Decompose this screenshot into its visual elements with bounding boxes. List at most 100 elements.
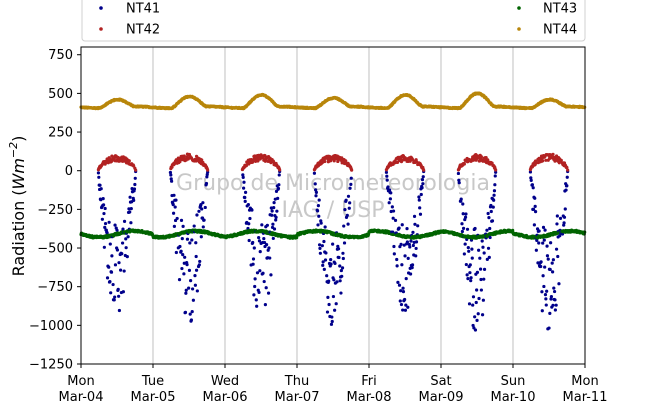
nt41-point: [349, 182, 353, 186]
nt41-point: [274, 218, 278, 222]
x-tick-label-date: Mar-09: [419, 390, 464, 405]
nt41-point: [314, 188, 318, 192]
x-tick-label-day: Sun: [501, 374, 526, 389]
nt41-point: [199, 203, 203, 207]
nt41-point: [190, 238, 194, 242]
nt42-point: [127, 159, 131, 163]
nt41-point: [124, 237, 128, 241]
nt41-point: [480, 239, 484, 243]
nt41-point: [552, 286, 556, 290]
nt41-point: [124, 246, 128, 250]
watermark-line-2: IAG / USP: [282, 198, 385, 223]
legend-label-nt44: NT44: [543, 23, 577, 38]
nt41-point: [336, 244, 340, 248]
nt41-point: [467, 302, 472, 306]
nt41-point: [257, 290, 261, 295]
watermark-line-1: Grupo de Micrometeorologia: [176, 171, 490, 196]
nt41-point: [241, 175, 245, 179]
nt41-point: [325, 310, 330, 314]
nt41-point: [492, 198, 496, 202]
nt41-point: [478, 256, 482, 260]
nt41-point: [178, 244, 182, 249]
nt41-point: [544, 297, 548, 301]
nt41-point: [466, 246, 470, 250]
nt41-point: [399, 289, 403, 293]
nt41-point: [545, 244, 549, 248]
nt41-point: [330, 315, 334, 319]
nt41-point: [340, 274, 344, 278]
nt41-point: [132, 198, 136, 202]
nt42-point: [481, 159, 485, 163]
nt41-point: [171, 203, 175, 207]
nt41-point: [343, 208, 347, 212]
nt41-point: [271, 236, 275, 241]
nt41-point: [466, 277, 470, 281]
nt41-point: [242, 180, 246, 184]
nt41-point: [529, 178, 533, 182]
nt41-point: [480, 313, 485, 317]
nt41-point: [421, 182, 425, 186]
nt41-point: [344, 198, 348, 202]
nt41-point: [479, 267, 483, 271]
nt41-point: [412, 214, 417, 218]
nt41-point: [269, 273, 273, 277]
nt41-point: [258, 269, 262, 273]
x-tick-label-day: Mon: [571, 374, 598, 389]
nt41-point: [116, 287, 120, 291]
nt41-point: [117, 308, 122, 313]
nt41-point: [556, 254, 560, 259]
nt41-point: [348, 201, 352, 205]
nt41-point: [473, 315, 477, 319]
nt41-point: [252, 293, 256, 297]
nt42-point: [566, 168, 570, 172]
nt41-point: [261, 271, 265, 275]
nt41-point: [541, 225, 546, 230]
nt41-point: [491, 205, 495, 209]
nt42-point: [251, 159, 255, 164]
nt41-point: [247, 238, 251, 243]
nt41-point: [271, 222, 275, 226]
nt41-point: [113, 263, 118, 267]
nt41-point: [201, 201, 205, 205]
nt41-point: [460, 222, 464, 226]
nt41-point: [563, 207, 567, 211]
nt41-point: [314, 190, 318, 195]
nt41-point: [486, 211, 490, 216]
nt41-point: [316, 204, 320, 208]
nt41-point: [337, 255, 341, 260]
nt41-point: [262, 279, 266, 284]
nt41-point: [115, 228, 119, 232]
nt41-point: [277, 183, 281, 187]
nt41-point: [264, 286, 268, 290]
nt41-point: [479, 277, 483, 282]
x-tick-label-day: Fri: [361, 374, 377, 389]
nt41-point: [551, 270, 555, 274]
nt41-point: [388, 197, 392, 201]
nt41-point: [486, 246, 491, 250]
nt41-point: [108, 242, 112, 246]
nt41-point: [399, 302, 404, 307]
nt41-point: [488, 226, 492, 231]
nt41-point: [262, 237, 266, 241]
nt42-point: [410, 157, 415, 162]
nt41-point: [347, 206, 351, 210]
nt41-point: [331, 294, 336, 299]
nt41-point: [392, 244, 396, 249]
nt41-point: [554, 247, 559, 251]
nt41-point: [546, 257, 550, 261]
nt41-point: [195, 213, 199, 217]
nt41-point: [183, 255, 187, 259]
nt41-point: [419, 192, 423, 197]
nt41-point: [553, 308, 557, 312]
nt41-point: [193, 283, 197, 287]
nt41-point: [391, 209, 396, 213]
nt41-point: [188, 241, 192, 245]
y-tick-label: −750: [37, 280, 73, 295]
nt41-point: [545, 289, 549, 293]
nt41-point: [558, 216, 563, 221]
x-tick-label-date: Mar-08: [347, 390, 392, 405]
nt41-point: [471, 303, 475, 307]
nt41-point: [461, 212, 465, 216]
nt42-point: [494, 168, 498, 172]
nt41-point: [562, 221, 566, 225]
